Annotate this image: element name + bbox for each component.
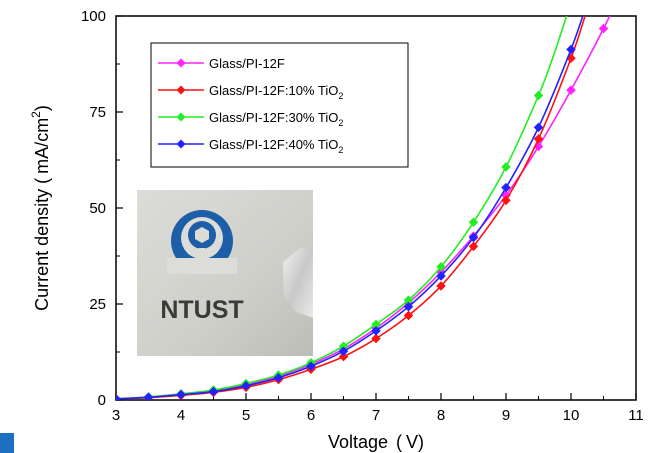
ntust-logo — [167, 210, 237, 274]
data-point — [501, 195, 511, 206]
x-tick-label: 11 — [628, 407, 644, 424]
legend-item: Glass/PI-12F:30% TiO2 — [158, 110, 343, 128]
data-point — [533, 122, 544, 133]
inset-photo: NTUST — [137, 190, 313, 356]
x-tick-label: 8 — [437, 407, 445, 424]
legend-label: Glass/PI-12F:10% TiO2 — [209, 83, 343, 101]
y-tick-label: 100 — [81, 8, 106, 25]
series-layer — [116, 16, 611, 400]
legend-item: Glass/PI-12F — [158, 56, 285, 71]
x-tick-label: 7 — [372, 407, 380, 424]
data-point — [468, 217, 479, 228]
x-axis-title: Voltage(V) — [328, 432, 424, 452]
data-point — [501, 162, 511, 172]
y-axis: 0 25 50 75 100 — [81, 8, 123, 409]
data-point — [241, 380, 251, 391]
legend-label: Glass/PI-12F:30% TiO2 — [209, 110, 343, 128]
foil-reflection — [283, 248, 313, 318]
data-point — [176, 389, 186, 400]
data-point — [116, 393, 121, 400]
data-point — [273, 372, 284, 383]
legend-label: Glass/PI-12F:40% TiO2 — [209, 137, 343, 155]
series-3 — [116, 16, 584, 400]
data-point — [338, 346, 349, 357]
y-axis-title: Current density(mA/cm2) — [29, 105, 52, 311]
legend-item: Glass/PI-12F:40% TiO2 — [158, 137, 343, 155]
x-tick-label: 10 — [563, 407, 580, 424]
legend-marker — [176, 139, 186, 149]
data-point — [403, 310, 414, 321]
data-point — [436, 271, 446, 281]
legend-marker — [176, 112, 186, 122]
legend-marker — [176, 85, 186, 95]
y-tick-label: 0 — [98, 392, 106, 409]
data-point — [468, 241, 479, 252]
inset-logo-text: NTUST — [160, 296, 243, 324]
data-point — [371, 333, 381, 344]
data-point — [306, 361, 316, 372]
data-point — [468, 232, 479, 243]
x-tick-label: 5 — [242, 407, 250, 424]
data-point — [208, 386, 219, 397]
x-tick-label: 4 — [177, 407, 185, 424]
data-point — [403, 301, 414, 312]
x-axis: 3 4 5 6 7 8 9 10 11 — [112, 393, 644, 424]
series-line — [116, 16, 568, 400]
data-point — [338, 351, 349, 362]
x-tick-label: 3 — [112, 407, 120, 424]
data-point — [566, 44, 576, 55]
y-tick-label: 25 — [89, 296, 106, 313]
legend-item: Glass/PI-12F:10% TiO2 — [158, 83, 343, 101]
blue-corner-strip — [0, 433, 14, 453]
y-tick-label: 75 — [89, 104, 106, 121]
legend-label: Glass/PI-12F — [209, 56, 285, 71]
data-point — [533, 90, 544, 101]
x-tick-label: 9 — [502, 407, 510, 424]
data-point — [371, 326, 381, 336]
x-tick-label: 6 — [307, 407, 315, 424]
data-point — [501, 182, 511, 193]
y-tick-label: 50 — [89, 200, 106, 217]
data-point — [436, 281, 446, 291]
data-point — [143, 392, 154, 400]
data-point — [566, 85, 576, 95]
series-line — [116, 16, 584, 400]
legend-marker — [176, 58, 186, 68]
data-point — [598, 23, 609, 34]
legend: Glass/PI-12F Glass/PI-12F:10% TiO2 Glass/P… — [150, 42, 409, 168]
data-point — [533, 134, 544, 144]
